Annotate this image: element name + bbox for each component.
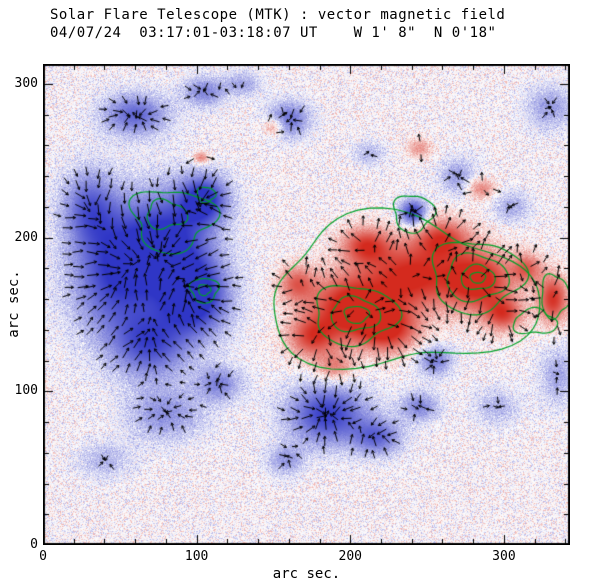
magnetogram-canvas: [43, 64, 570, 545]
x-tick-label: 0: [39, 549, 47, 564]
x-tick-label: 300: [492, 549, 516, 564]
y-tick-label: 300: [14, 75, 38, 91]
x-tick-label: 200: [338, 549, 363, 564]
y-axis-label: arc sec.: [6, 270, 22, 338]
x-axis-label: arc sec.: [272, 566, 341, 582]
y-tick-label: 100: [14, 383, 38, 399]
y-tick-label: 200: [14, 229, 38, 245]
plot-area: [43, 64, 570, 545]
x-tick-label: 100: [184, 549, 209, 564]
plot-subtitle: 04/07/24 03:17:01-03:18:07 UT W 1' 8" N …: [50, 25, 497, 41]
y-tick-label: 0: [30, 537, 38, 552]
plot-title: Solar Flare Telescope (MTK) : vector mag…: [50, 7, 506, 23]
